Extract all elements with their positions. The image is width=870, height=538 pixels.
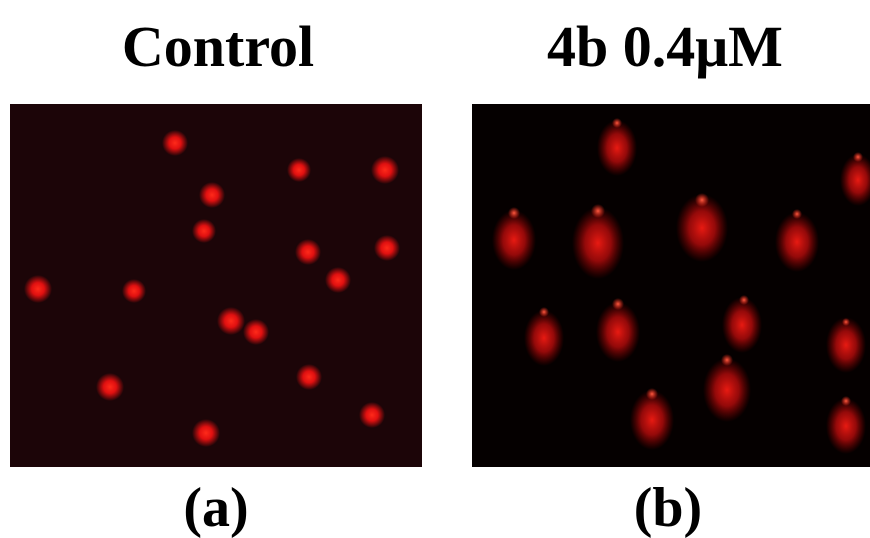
comet-head [842, 318, 850, 326]
cell [243, 319, 269, 345]
comet-head [721, 354, 733, 366]
panel-label: (a) [183, 477, 248, 538]
panel-title: 4b 0.4μM [547, 14, 783, 79]
cell [359, 402, 385, 428]
cell [96, 373, 124, 401]
comet-tail [722, 297, 762, 353]
comet-tail [703, 358, 751, 422]
comet-head [539, 307, 549, 317]
cell [287, 158, 311, 182]
comet-head [853, 152, 863, 162]
cell [199, 182, 225, 208]
treated-image [472, 104, 870, 467]
panel-title: Control [122, 14, 314, 79]
cell [122, 279, 146, 303]
cell [371, 156, 399, 184]
cell [192, 419, 220, 447]
panel-label: (b) [634, 477, 702, 538]
comet-tail [775, 212, 819, 272]
comet-tail [524, 310, 564, 366]
page: Control 4b 0.4μM [0, 0, 870, 538]
figure: Control 4b 0.4μM [0, 0, 870, 538]
cell [162, 130, 188, 156]
cell [374, 235, 400, 261]
comet-head [612, 118, 622, 128]
comet-head [841, 396, 851, 406]
comet-tail [596, 302, 640, 362]
cell [296, 364, 322, 390]
cell [325, 267, 351, 293]
comet-head [591, 204, 605, 218]
comet-tail [597, 120, 637, 176]
cell [295, 239, 321, 265]
cell [24, 275, 52, 303]
comet-head [612, 298, 624, 310]
cell [192, 219, 216, 243]
comet-tail [826, 398, 866, 454]
cell [217, 307, 245, 335]
comet-head [695, 193, 709, 207]
control-image [10, 104, 422, 467]
comet-head [739, 295, 749, 305]
comet-head [508, 207, 520, 219]
comet-head [646, 388, 658, 400]
comet-head [792, 209, 802, 219]
